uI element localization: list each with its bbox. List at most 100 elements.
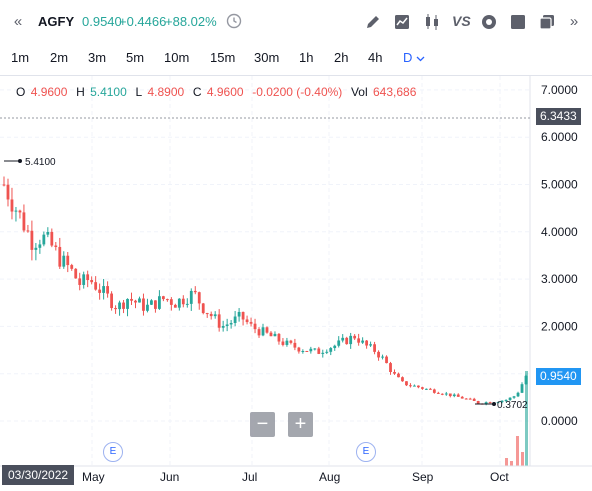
close-value: 4.9600 xyxy=(206,85,244,99)
open-value: 4.9600 xyxy=(30,85,68,99)
interval-30m[interactable]: 30m xyxy=(254,50,280,65)
candle-body xyxy=(476,400,480,404)
volume-value: 643,686 xyxy=(373,85,417,99)
interval-15m[interactable]: 15m xyxy=(210,50,236,65)
candle-body xyxy=(130,298,133,301)
collapse-icon[interactable]: « xyxy=(13,12,23,30)
candle-body xyxy=(261,327,265,336)
candle-body xyxy=(436,392,440,394)
candle-body xyxy=(54,245,58,247)
candle-body xyxy=(377,351,380,358)
candle-body xyxy=(337,340,341,346)
candle-body xyxy=(70,265,74,269)
interval-d[interactable]: D xyxy=(403,50,413,65)
candle-body xyxy=(98,289,102,293)
candle-body xyxy=(229,322,233,325)
price-axis: 7.00006.00005.00004.00003.00002.00001.00… xyxy=(0,76,592,467)
interval-2h[interactable]: 2h xyxy=(334,50,349,65)
zoom-out-button[interactable]: − xyxy=(250,412,275,437)
compare-button[interactable]: VS xyxy=(452,13,471,29)
price-change: +0.4466 xyxy=(119,14,167,29)
fullscreen-icon[interactable] xyxy=(509,13,527,31)
interval-5m[interactable]: 5m xyxy=(126,50,145,65)
volume-bar xyxy=(505,458,508,466)
candle-body xyxy=(325,351,329,353)
candle-body xyxy=(237,311,241,317)
last-price-badge: 0.9540 xyxy=(536,368,581,385)
candle-body xyxy=(78,278,82,285)
candle-body xyxy=(297,347,301,352)
candle-body xyxy=(317,348,321,354)
candle-body xyxy=(428,388,432,390)
candle-body xyxy=(385,356,388,364)
candle-body xyxy=(181,298,185,305)
candle-body xyxy=(245,319,249,323)
candle-body xyxy=(6,184,10,200)
candle-body xyxy=(309,348,313,352)
candle-body xyxy=(110,293,113,309)
y-tick-label: 5.0000 xyxy=(541,178,578,192)
low-marker-label: 0.3702 xyxy=(497,400,528,411)
candle-body xyxy=(50,231,54,246)
candles-icon[interactable] xyxy=(423,13,441,31)
candle-body xyxy=(46,231,50,235)
candle-body xyxy=(225,324,229,326)
interval-1m[interactable]: 1m xyxy=(11,50,30,65)
x-tick-label: Jul xyxy=(242,470,257,484)
candle-body xyxy=(126,298,129,309)
candle-body xyxy=(165,299,169,301)
interval-1h[interactable]: 1h xyxy=(299,50,314,65)
y-tick-label: 0.0000 xyxy=(541,414,578,428)
candle-body xyxy=(281,341,285,345)
interval-3m[interactable]: 3m xyxy=(88,50,107,65)
chart-grid xyxy=(0,76,530,466)
candle-body xyxy=(169,299,173,305)
symbol-name[interactable]: AGFY xyxy=(38,14,75,29)
high-key: H xyxy=(76,85,85,99)
candle-body xyxy=(34,247,38,250)
pencil-icon[interactable] xyxy=(364,13,382,31)
cursor-date-badge: 03/30/2022 xyxy=(2,465,75,485)
candle-body xyxy=(18,210,22,213)
expand-icon[interactable]: » xyxy=(569,12,579,30)
time-axis: May Jun Jul Aug Sep Oct xyxy=(82,470,509,484)
candle-body xyxy=(193,290,197,293)
candle-body xyxy=(361,340,365,343)
candle-body xyxy=(321,352,325,354)
price-chart[interactable]: 7.00006.00005.00004.00003.00002.00001.00… xyxy=(0,76,592,491)
interval-10m[interactable]: 10m xyxy=(164,50,190,65)
x-tick-label: May xyxy=(82,470,105,484)
candle-body xyxy=(201,303,205,314)
candle-body xyxy=(417,385,420,388)
x-tick-label: Aug xyxy=(319,470,340,484)
candle-body xyxy=(14,210,18,212)
crosshair-price-badge: 6.3433 xyxy=(536,108,581,125)
candle-body xyxy=(484,402,488,404)
settings-icon[interactable] xyxy=(480,13,498,31)
candle-body xyxy=(42,234,46,245)
zoom-in-button[interactable]: + xyxy=(288,412,313,437)
candle-body xyxy=(277,333,281,342)
candle-body xyxy=(74,268,78,279)
chevron-down-icon[interactable] xyxy=(416,54,425,63)
layers-icon[interactable] xyxy=(538,13,556,31)
candle-body xyxy=(301,350,305,352)
y-tick-label: 2.0000 xyxy=(541,319,578,333)
candle-body xyxy=(106,286,110,294)
candle-body xyxy=(2,184,6,186)
high-marker-label: 5.4100 xyxy=(25,157,56,168)
area-chart-icon[interactable] xyxy=(393,13,411,31)
earnings-marker[interactable]: E xyxy=(103,442,123,462)
volume-bar xyxy=(521,452,524,466)
earnings-marker[interactable]: E xyxy=(356,442,376,462)
candle-body xyxy=(62,255,66,267)
candle-body xyxy=(138,298,141,303)
candle-body xyxy=(365,340,369,346)
interval-4h[interactable]: 4h xyxy=(368,50,383,65)
interval-2m[interactable]: 2m xyxy=(50,50,69,65)
candle-body xyxy=(468,398,472,400)
candle-body xyxy=(118,302,121,310)
candle-body xyxy=(313,348,317,350)
candle-body xyxy=(102,286,106,293)
